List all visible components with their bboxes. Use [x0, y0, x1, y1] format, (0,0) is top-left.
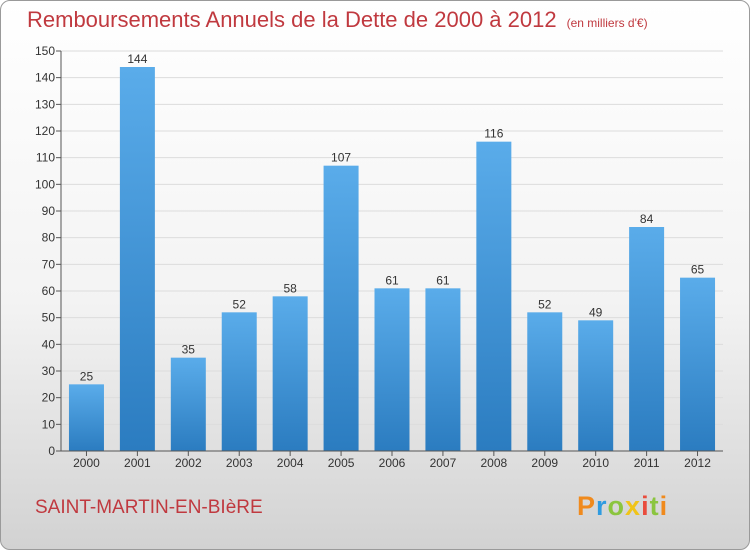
y-tick-label: 30 [42, 364, 56, 378]
data-label: 58 [283, 281, 297, 295]
y-tick-label: 110 [36, 151, 55, 165]
y-tick-label: 150 [35, 44, 55, 58]
data-label: 61 [436, 273, 450, 287]
bar [119, 67, 155, 451]
y-tick-label: 140 [35, 71, 55, 85]
chart-unit: (en milliers d'€) [566, 16, 648, 30]
x-tick-label: 2007 [430, 456, 457, 470]
x-tick-label: 2008 [480, 456, 507, 470]
bar [374, 288, 410, 451]
data-label: 107 [331, 151, 351, 165]
data-label: 61 [385, 273, 399, 287]
brand-letter: x [625, 491, 642, 521]
bars [68, 67, 716, 451]
bar [425, 288, 461, 451]
y-tick-label: 50 [42, 311, 56, 325]
x-tick-label: 2004 [277, 456, 304, 470]
brand-letter: P [577, 491, 597, 521]
brand-letter: o [607, 491, 626, 521]
data-label: 65 [691, 263, 705, 277]
axes [56, 50, 723, 456]
x-tick-label: 2002 [175, 456, 202, 470]
data-label: 25 [80, 369, 94, 383]
data-label: 116 [484, 127, 503, 141]
bar [323, 165, 359, 451]
x-tick-label: 2010 [582, 456, 609, 470]
x-tick-label: 2006 [379, 456, 406, 470]
chart-title-text: Remboursements Annuels de la Dette de 20… [27, 7, 557, 32]
y-tick-label: 90 [42, 204, 56, 218]
data-label: 35 [182, 343, 196, 357]
y-tick-label: 60 [42, 284, 56, 298]
y-tick-label: 70 [42, 257, 56, 271]
labels: 0 10 20 30 40 50 60 70 80 90 100 110 120 130 140 150 200… [35, 44, 711, 470]
x-tick-label: 2003 [226, 456, 253, 470]
brand-letter: t [649, 491, 660, 521]
bar [527, 312, 563, 451]
brand-letter: i [641, 491, 650, 521]
x-tick-label: 2001 [124, 456, 151, 470]
bar [272, 296, 308, 451]
y-tick-label: 100 [35, 177, 55, 191]
bar [629, 227, 665, 451]
y-tick-label: 120 [35, 124, 55, 138]
data-label: 144 [127, 52, 147, 66]
bar [476, 141, 512, 451]
bar [221, 312, 257, 451]
y-tick-label: 40 [42, 337, 56, 351]
brand-logo: Proxiti [577, 491, 668, 522]
bar [680, 277, 716, 451]
commune-name: SAINT-MARTIN-EN-BIèRE [35, 497, 263, 518]
x-tick-label: 2009 [531, 456, 558, 470]
x-tick-label: 2000 [73, 456, 100, 470]
chart-title: Remboursements Annuels de la Dette de 20… [27, 7, 648, 33]
x-tick-label: 2005 [328, 456, 355, 470]
y-tick-label: 20 [42, 391, 56, 405]
bar [578, 320, 614, 451]
y-tick-label: 10 [42, 417, 56, 431]
x-tick-label: 2012 [684, 456, 711, 470]
y-tick-label: 130 [35, 97, 55, 111]
x-tick-label: 2011 [634, 456, 660, 470]
y-tick-label: 80 [42, 231, 56, 245]
brand-letter: r [596, 491, 608, 521]
y-tick-label: 0 [48, 444, 55, 458]
data-label: 49 [589, 305, 603, 319]
bar [170, 357, 206, 451]
data-label: 52 [538, 297, 552, 311]
data-label: 52 [233, 297, 247, 311]
bar [68, 384, 104, 451]
data-label: 84 [640, 212, 654, 226]
brand-letter: i [659, 491, 669, 521]
